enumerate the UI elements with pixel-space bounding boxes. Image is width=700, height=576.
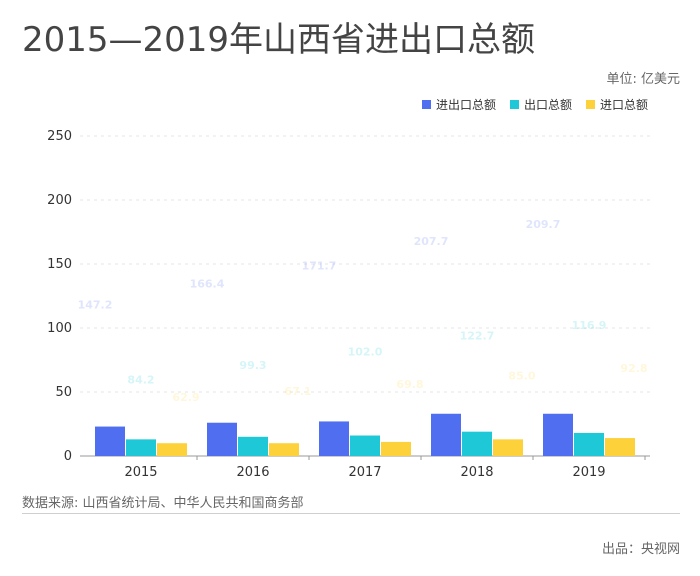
data-label: 166.4	[190, 278, 225, 291]
x-tick-label: 2016	[236, 465, 269, 480]
y-tick-label: 100	[47, 321, 72, 336]
x-tick-label: 2018	[460, 465, 493, 480]
data-label: 92.8	[620, 362, 647, 375]
data-label: 116.9	[572, 319, 607, 332]
bar	[319, 421, 349, 456]
legend-label-export: 出口总额	[523, 98, 572, 112]
data-label: 209.7	[526, 218, 561, 231]
data-label: 84.2	[127, 373, 154, 386]
legend-label-import: 进口总额	[599, 98, 648, 112]
data-label: 85.0	[508, 369, 535, 382]
bar	[543, 413, 573, 456]
chart-title: 2015—2019年山西省进出口总额	[22, 20, 536, 60]
bar	[126, 439, 156, 456]
x-tick-label: 2017	[348, 465, 381, 480]
y-tick-label: 150	[47, 257, 72, 272]
y-tick-label: 0	[64, 449, 72, 464]
data-source: 数据来源: 山西省统计局、中华人民共和国商务部	[22, 496, 304, 511]
legend-item-total: 进出口总额	[421, 96, 496, 113]
data-label: 67.1	[284, 385, 311, 398]
x-tick-label: 2015	[124, 465, 157, 480]
data-label: 171.7	[302, 259, 337, 272]
bar	[238, 436, 268, 456]
y-tick-label: 250	[47, 129, 72, 144]
unit-label: 单位: 亿美元	[606, 72, 680, 87]
data-label: 69.8	[396, 378, 423, 391]
data-label: 122.7	[460, 330, 495, 343]
legend-label-total: 进出口总额	[435, 98, 496, 112]
bar-chart: 0 50 100 150 200 250 2015 147.2 84.2 62.9 2016 166.…	[47, 129, 650, 480]
data-label: 102.0	[348, 346, 383, 359]
y-tick-label: 200	[47, 193, 72, 208]
data-label: 99.3	[239, 359, 266, 372]
bar	[269, 443, 299, 456]
bar	[350, 435, 380, 456]
legend-swatch-total	[421, 100, 431, 109]
credit: 出品：央视网	[601, 542, 680, 557]
legend-item-export: 出口总额	[509, 96, 572, 113]
y-tick-label: 50	[55, 385, 72, 400]
bar	[207, 422, 237, 456]
bar	[493, 439, 523, 456]
legend-item-import: 进口总额	[585, 96, 648, 113]
bar	[462, 431, 492, 456]
data-label: 62.9	[172, 391, 199, 404]
data-label: 147.2	[78, 299, 113, 312]
bar	[381, 441, 411, 456]
bar	[431, 413, 461, 456]
data-label: 207.7	[414, 235, 449, 248]
bar	[157, 443, 187, 456]
legend-swatch-import	[585, 100, 595, 109]
legend: 进出口总额 出口总额 进口总额	[421, 96, 648, 113]
bar	[605, 438, 635, 456]
bar	[95, 426, 125, 456]
legend-swatch-export	[509, 100, 519, 109]
footer-divider	[22, 513, 680, 514]
x-tick-label: 2019	[572, 465, 605, 480]
bar	[574, 432, 604, 456]
